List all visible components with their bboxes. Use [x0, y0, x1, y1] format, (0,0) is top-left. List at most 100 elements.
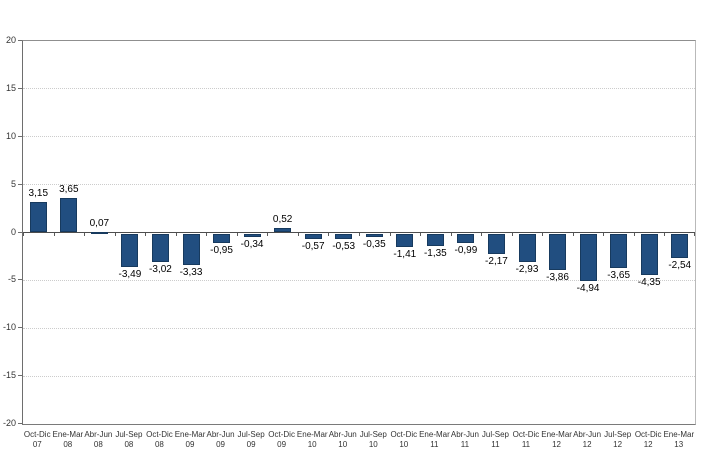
x-tick-label: Abr-Jun 11 — [450, 430, 481, 450]
bar — [671, 233, 689, 258]
category-tick-mark — [206, 233, 207, 236]
y-tick-mark — [18, 183, 22, 185]
bar — [579, 233, 597, 281]
x-tick-quarter: Ene-Mar — [663, 430, 695, 439]
bar-value-label: -4,35 — [637, 277, 661, 289]
y-tick-label: -20 — [2, 418, 16, 428]
category-tick-mark — [664, 233, 665, 236]
bar-value-label: -4,94 — [576, 282, 600, 294]
y-tick-label: 10 — [5, 130, 16, 141]
bar — [610, 233, 628, 269]
x-tick-quarter: Ene-Mar — [419, 430, 450, 439]
x-tick-label: Ene-Mar 10 — [297, 430, 328, 450]
x-tick-year: 08 — [93, 440, 103, 449]
zero-axis-line — [23, 232, 695, 233]
x-tick-quarter: Abr-Jun — [573, 430, 602, 439]
gridline — [23, 184, 695, 186]
x-tick-label: Abr-Jun 10 — [327, 430, 358, 450]
bar-value-label: 3,15 — [28, 188, 49, 200]
bar — [518, 233, 536, 262]
bar-value-label: -3,86 — [546, 272, 569, 284]
bar — [182, 233, 200, 266]
category-tick-mark — [542, 233, 543, 236]
x-tick-quarter: Abr-Jun — [84, 430, 113, 439]
x-tick-label: Jul-Sep 12 — [602, 430, 633, 450]
y-tick-mark — [18, 87, 22, 89]
x-tick-label: Jul-Sep 09 — [236, 430, 267, 450]
bar — [90, 231, 108, 234]
bar-value-label: -0,35 — [362, 238, 386, 250]
y-tick-mark — [18, 135, 22, 137]
x-tick-quarter: Jul-Sep — [604, 430, 632, 439]
bar — [457, 233, 475, 243]
bar-value-label: -0,57 — [301, 240, 325, 252]
y-tick-mark — [18, 423, 22, 424]
x-tick-year: 10 — [368, 440, 378, 449]
x-tick-label: Ene-Mar 12 — [541, 430, 572, 450]
y-tick-mark — [18, 327, 22, 329]
x-tick-label: Abr-Jun 08 — [83, 430, 114, 450]
y-tick-label: 15 — [5, 82, 16, 93]
x-tick-year: 08 — [154, 440, 164, 449]
category-tick-mark — [54, 233, 55, 236]
category-tick-mark — [390, 233, 391, 236]
x-tick-label: Ene-Mar 09 — [175, 430, 206, 450]
x-tick-quarter: Oct-Dic — [146, 430, 173, 439]
category-tick-mark — [603, 233, 604, 236]
x-tick-year: 09 — [185, 440, 195, 449]
x-tick-year: 13 — [674, 440, 684, 449]
bar-value-label: -3,49 — [118, 268, 142, 280]
x-tick-year: 12 — [643, 440, 653, 449]
bar-value-label: -2,93 — [515, 263, 539, 275]
bar-value-label: -0,53 — [332, 240, 356, 252]
bar-value-label: 0,07 — [89, 217, 110, 229]
y-axis: 20 15 10 5 0 -5 -10 -15 -20 — [0, 35, 22, 428]
y-tick-label: 5 — [10, 178, 16, 189]
bar — [487, 233, 505, 255]
x-tick-label: Oct-Dic 07 — [22, 430, 53, 450]
category-tick-mark — [481, 233, 482, 236]
bar — [335, 233, 353, 239]
category-tick-mark — [573, 233, 574, 236]
x-tick-label: Oct-Dic 12 — [633, 430, 664, 450]
category-tick-mark — [84, 233, 85, 236]
category-tick-mark — [634, 233, 635, 236]
x-tick-label: Abr-Jun 12 — [572, 430, 603, 450]
y-tick-mark — [18, 375, 22, 377]
bar — [365, 233, 383, 237]
bar — [29, 202, 47, 233]
x-axis: Oct-Dic 07 Ene-Mar 08 Abr-Jun 08 Jul-Sep 08 Oct-… — [22, 430, 696, 460]
bar-value-label: -0,95 — [210, 244, 233, 256]
category-tick-mark — [359, 233, 360, 236]
bar-value-label: 3,65 — [59, 183, 79, 195]
x-tick-quarter: Oct-Dic — [634, 430, 662, 439]
x-tick-year: 09 — [277, 440, 287, 449]
y-tick-label: -15 — [2, 370, 16, 381]
bar — [274, 227, 292, 233]
x-tick-label: Jul-Sep 10 — [358, 430, 389, 450]
y-tick-mark — [18, 40, 22, 41]
x-tick-quarter: Abr-Jun — [328, 430, 357, 439]
x-tick-year: 12 — [613, 440, 623, 449]
x-tick-quarter: Abr-Jun — [206, 430, 235, 439]
x-tick-year: 10 — [338, 440, 348, 449]
x-tick-label: Oct-Dic 10 — [389, 430, 420, 450]
bar — [304, 233, 322, 239]
category-tick-mark — [694, 233, 695, 236]
x-tick-label: Ene-Mar 11 — [419, 430, 450, 450]
category-tick-mark — [267, 233, 268, 236]
plot-area: 3,15 3,65 0,07 -3,49 -3,02 -3,33 -0,95 -0,34 0,5… — [22, 40, 696, 425]
x-tick-year: 11 — [460, 440, 470, 449]
x-tick-year: 07 — [32, 440, 42, 449]
y-tick-mark — [18, 231, 22, 233]
category-tick-mark — [145, 233, 146, 236]
x-tick-label: Jul-Sep 08 — [114, 430, 145, 450]
category-tick-mark — [420, 233, 421, 236]
bar — [426, 233, 444, 247]
category-tick-mark — [115, 233, 116, 236]
category-tick-mark — [451, 233, 452, 236]
bar-value-label: -0,99 — [454, 244, 478, 256]
category-tick-mark — [512, 233, 513, 236]
x-tick-label: Abr-Jun 09 — [205, 430, 236, 450]
y-tick-label: 0 — [10, 226, 16, 237]
